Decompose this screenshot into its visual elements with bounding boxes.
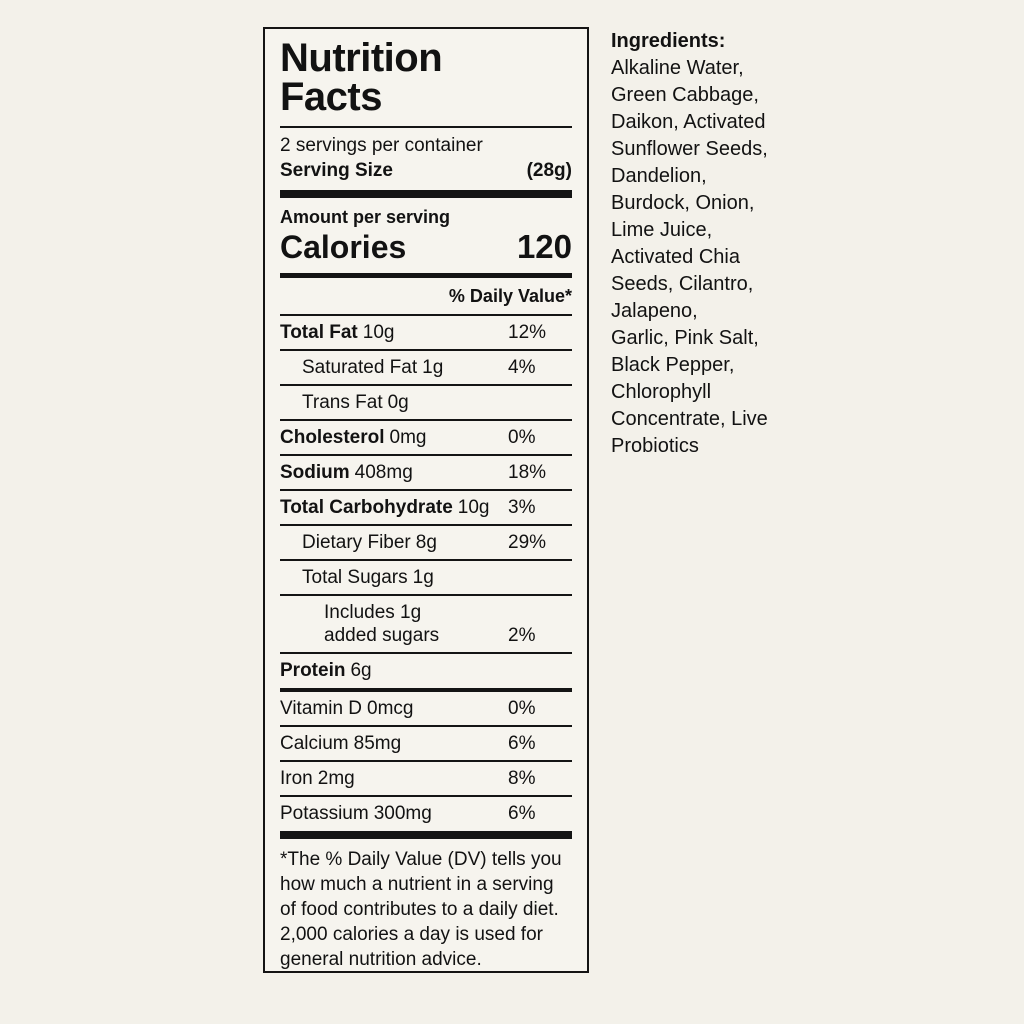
title-line-2: Facts (280, 75, 383, 119)
dv-value: 18% (508, 462, 547, 483)
serving-size-row: Serving Size (28g) (280, 158, 572, 183)
dv-value: 29% (508, 532, 547, 553)
dv-value: 3% (508, 497, 536, 518)
amount-per-serving-label: Amount per serving (280, 207, 451, 227)
serving-size-value: (28g) (526, 160, 572, 181)
nutrient-row-trans-fat: Trans Fat 0g (280, 384, 572, 419)
nutrient-row-total-sugars: Total Sugars 1g (280, 559, 572, 594)
nutrition-facts-title: Nutrition Facts (280, 37, 572, 117)
nutrient-row-saturated-fat: Saturated Fat 1g 4% (280, 349, 572, 384)
daily-value-footnote: *The % Daily Value (DV) tells you how mu… (280, 849, 562, 970)
dv-value: 12% (508, 322, 547, 343)
dv-value: 2% (508, 625, 536, 646)
nutrient-row-potassium: Potassium 300mg 6% (280, 795, 572, 830)
nutrient-row-sodium: Sodium 408mg 18% (280, 454, 572, 489)
daily-value-header: % Daily Value* (448, 286, 572, 306)
medium-bar (280, 688, 572, 692)
medium-bar (280, 273, 572, 278)
dv-value: 6% (508, 803, 536, 824)
nutrient-row-total-fat: Total Fat 10g 12% (280, 314, 572, 349)
servings-per-container: 2 servings per container (280, 135, 483, 156)
ingredients-block: Ingredients: Alkaline Water, Green Cabba… (611, 28, 786, 460)
ingredients-list: Alkaline Water, Green Cabbage, Daikon, A… (611, 57, 768, 457)
nutrient-row-protein: Protein 6g (280, 652, 572, 687)
calories-value: 120 (516, 228, 572, 265)
nutrient-row-cholesterol: Cholesterol 0mg 0% (280, 419, 572, 454)
thick-bar (280, 831, 572, 839)
nutrient-row-calcium: Calcium 85mg 6% (280, 725, 572, 760)
nutrition-facts-panel: Nutrition Facts 2 servings per container… (263, 27, 589, 973)
nutrient-row-vitamin-d: Vitamin D 0mcg 0% (280, 692, 572, 725)
dv-value: 0% (508, 427, 536, 448)
title-line-1: Nutrition (280, 36, 443, 80)
calories-row: Calories 120 (280, 228, 572, 266)
divider (280, 126, 572, 128)
nutrient-row-iron: Iron 2mg 8% (280, 760, 572, 795)
dv-value: 0% (508, 698, 536, 719)
calories-label: Calories (280, 229, 407, 265)
nutrient-row-dietary-fiber: Dietary Fiber 8g 29% (280, 524, 572, 559)
dv-value: 6% (508, 733, 536, 754)
thick-bar (280, 190, 572, 198)
nutrient-row-total-carbohydrate: Total Carbohydrate 10g 3% (280, 489, 572, 524)
nutrient-row-added-sugars: Includes 1g added sugars 2% (280, 594, 572, 652)
dv-value: 8% (508, 768, 536, 789)
dv-value: 4% (508, 357, 536, 378)
ingredients-heading: Ingredients: (611, 30, 726, 52)
serving-size-label: Serving Size (280, 160, 393, 181)
